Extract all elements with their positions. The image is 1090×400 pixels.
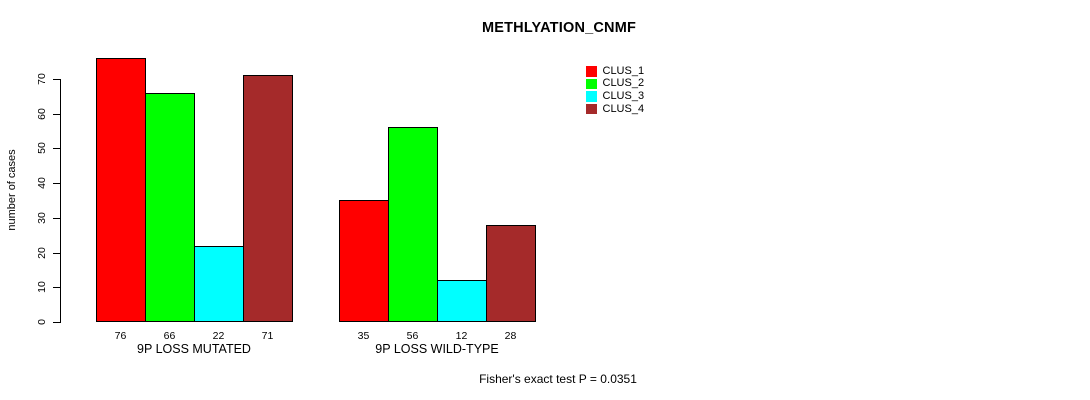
y-axis-tick-label: 40: [36, 177, 48, 189]
bar-value-label: 12: [455, 330, 468, 342]
y-axis-tick-label: 30: [36, 211, 48, 224]
x-group-label-9p-loss-wild-type: 9P LOSS WILD-TYPE: [375, 342, 499, 356]
y-axis-tick-label: 60: [36, 107, 48, 120]
bar-clus-4-9p-loss-mutated: [243, 75, 293, 322]
y-axis-tick: [53, 252, 60, 254]
bar-clus-1-9p-loss-wild-type: [339, 200, 389, 322]
y-axis-tick: [53, 148, 60, 150]
bar-clus-1-9p-loss-mutated: [96, 58, 146, 322]
bar-value-label: 76: [114, 330, 127, 342]
bar-clus-3-9p-loss-mutated: [194, 246, 244, 322]
bar-value-label: 22: [212, 330, 225, 342]
y-axis-tick-label: 50: [36, 142, 48, 155]
legend-swatch-clus-2: [586, 78, 597, 90]
legend-item-clus-1: CLUS_1: [586, 65, 644, 78]
fisher-test-note: Fisher's exact test P = 0.0351: [479, 372, 637, 386]
y-axis-tick: [53, 217, 60, 219]
legend-item-clus-4: CLUS_4: [586, 103, 644, 116]
x-group-label-9p-loss-mutated: 9P LOSS MUTATED: [137, 342, 251, 356]
bar-value-label: 28: [504, 330, 517, 342]
bar-value-label: 56: [406, 330, 419, 342]
y-axis-tick-label: 70: [36, 72, 48, 85]
y-axis-tick: [53, 183, 60, 185]
legend-swatch-clus-1: [586, 66, 597, 77]
bar-value-label: 66: [163, 330, 176, 342]
legend-item-clus-3: CLUS_3: [586, 90, 644, 103]
y-axis-line: [60, 78, 61, 323]
bar-clus-4-9p-loss-wild-type: [486, 225, 536, 322]
legend-label: CLUS_2: [602, 77, 645, 90]
legend-label: CLUS_1: [602, 64, 645, 77]
legend-swatch-clus-3: [586, 91, 597, 102]
bar-clus-2-9p-loss-mutated: [145, 93, 195, 322]
y-axis-tick-label: 0: [36, 319, 48, 325]
legend-label: CLUS_3: [602, 89, 645, 102]
y-axis-tick: [53, 287, 60, 289]
legend: CLUS_1 CLUS_2 CLUS_3 CLUS_4: [586, 65, 644, 115]
bar-value-label: 71: [261, 330, 274, 342]
legend-label: CLUS_4: [602, 102, 645, 115]
bar-value-label: 35: [357, 330, 370, 342]
y-axis-tick-label: 20: [36, 246, 48, 259]
legend-swatch-clus-4: [586, 103, 597, 115]
y-axis-tick: [53, 113, 60, 115]
y-axis-tick: [53, 78, 60, 80]
chart-title: METHLYATION_CNMF: [481, 20, 637, 36]
y-axis-tick-label: 10: [36, 281, 48, 294]
legend-item-clus-2: CLUS_2: [586, 78, 644, 91]
y-axis-tick: [53, 322, 60, 323]
bar-clus-3-9p-loss-wild-type: [437, 280, 487, 322]
bar-clus-2-9p-loss-wild-type: [388, 127, 438, 322]
y-axis-title: number of cases: [6, 149, 18, 231]
